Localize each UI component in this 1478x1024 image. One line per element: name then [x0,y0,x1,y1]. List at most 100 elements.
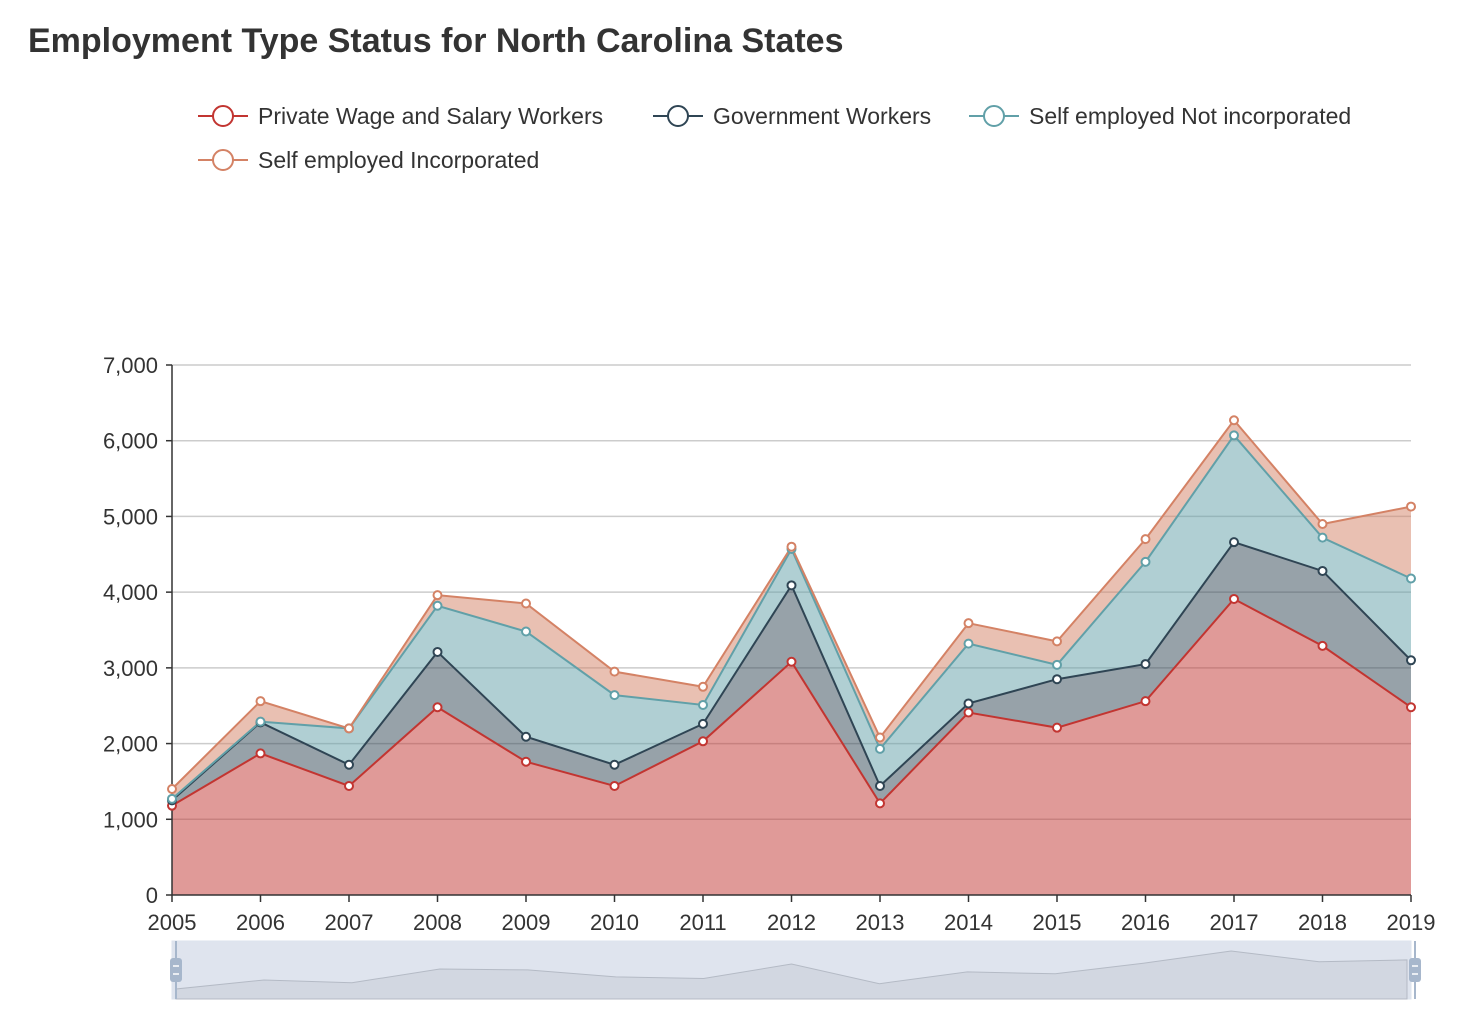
data-point [432,600,443,611]
data-point [1229,537,1239,548]
x-tick-label: 2008 [413,910,462,935]
zoom-handle-right[interactable] [1409,941,1421,999]
data-point [786,580,797,591]
data-point [1406,501,1416,512]
data-point [875,798,885,809]
data-point [1317,565,1328,576]
legend-marker-icon [198,149,248,171]
y-tick-label: 0 [146,883,158,908]
y-tick-label: 6,000 [103,429,158,454]
data-point [432,702,443,713]
x-tick-label: 2016 [1121,910,1170,935]
data-point [963,698,974,709]
data-point [609,666,620,677]
x-tick-label: 2006 [236,910,285,935]
data-point [609,780,620,791]
data-point [698,699,708,710]
legend-marker-icon [653,105,703,127]
data-point [1406,702,1416,713]
data-point [1317,519,1328,529]
data-point [521,626,531,637]
x-tick-label: 2011 [679,910,726,935]
data-point [1406,573,1416,584]
data-point [1406,655,1416,666]
x-tick-label: 2017 [1210,910,1259,935]
x-tick-label: 2015 [1033,910,1082,935]
data-point [344,759,354,770]
data-point [1052,659,1062,670]
data-point [786,656,797,667]
zoom-handle-grip [1409,958,1421,982]
data-point [963,707,974,718]
data-point [1140,556,1151,567]
chart-title: Employment Type Status for North Carolin… [28,22,844,60]
legend-marker-icon [198,105,248,127]
data-point [1140,534,1151,545]
data-point [521,731,531,742]
y-tick-label: 1,000 [103,807,158,832]
data-point [1140,696,1151,707]
data-point [698,718,708,729]
x-tick-label: 2012 [767,910,816,935]
legend-label: Self employed Not incorporated [1029,102,1352,129]
area-series-1 [172,542,1411,806]
data-point [1317,640,1328,651]
legend-item-private-wage[interactable]: Private Wage and Salary Workers [196,96,603,136]
data-point [1052,636,1062,647]
y-tick-label: 2,000 [103,732,158,757]
data-point [609,690,620,701]
legend-marker-icon [969,105,1019,127]
x-tick-label: 2005 [148,910,197,935]
data-point [521,598,531,609]
zoom-handle-left[interactable] [170,941,182,999]
data-point [875,743,885,754]
data-point [1052,722,1062,733]
area-series-0 [172,598,1411,895]
axes: 0 1,000 2,000 3,000 4,000 5,000 6,000 7,000 2005… [103,353,1436,935]
data-point [698,736,708,747]
data-point [432,646,443,657]
legend-label: Government Workers [713,102,932,129]
data-points [167,415,1416,811]
data-point [521,756,531,767]
data-point [167,784,177,794]
data-point [344,780,354,791]
y-tick-label: 3,000 [103,656,158,681]
data-point [698,681,708,692]
x-tick-label: 2007 [325,910,374,935]
y-tick-label: 7,000 [103,353,158,378]
data-point [1317,532,1328,543]
data-point [963,618,974,629]
data-point [875,780,885,791]
x-tick-label: 2014 [944,910,993,935]
data-point [167,793,177,804]
data-point [1229,430,1239,441]
data-point [432,590,443,601]
legend-item-government[interactable]: Government Workers [651,96,931,136]
area-series-2 [172,435,1411,801]
data-point [255,696,266,707]
legend-label: Self employed Incorporated [258,146,540,173]
data-point [1229,415,1239,426]
y-tick-label: 4,000 [103,580,158,605]
legend-item-self-incorporated[interactable]: Self employed Incorporated [196,140,539,180]
data-zoom-slider[interactable] [170,940,1421,1000]
data-point [255,748,266,759]
x-tick-label: 2010 [590,910,639,935]
data-point [786,541,797,552]
data-point [609,759,620,770]
data-point [875,732,885,743]
data-point [255,716,266,727]
zoom-preview-area [175,950,1408,1000]
data-point [344,723,354,734]
x-tick-label: 2018 [1298,910,1347,935]
data-point [963,638,974,649]
x-tick-label: 2013 [856,910,905,935]
legend-item-self-not-incorporated[interactable]: Self employed Not incorporated [967,96,1351,136]
data-point [1140,659,1151,670]
x-tick-label: 2019 [1387,910,1436,935]
data-point [1052,674,1062,685]
data-point [1229,593,1239,604]
y-tick-label: 5,000 [103,504,158,529]
